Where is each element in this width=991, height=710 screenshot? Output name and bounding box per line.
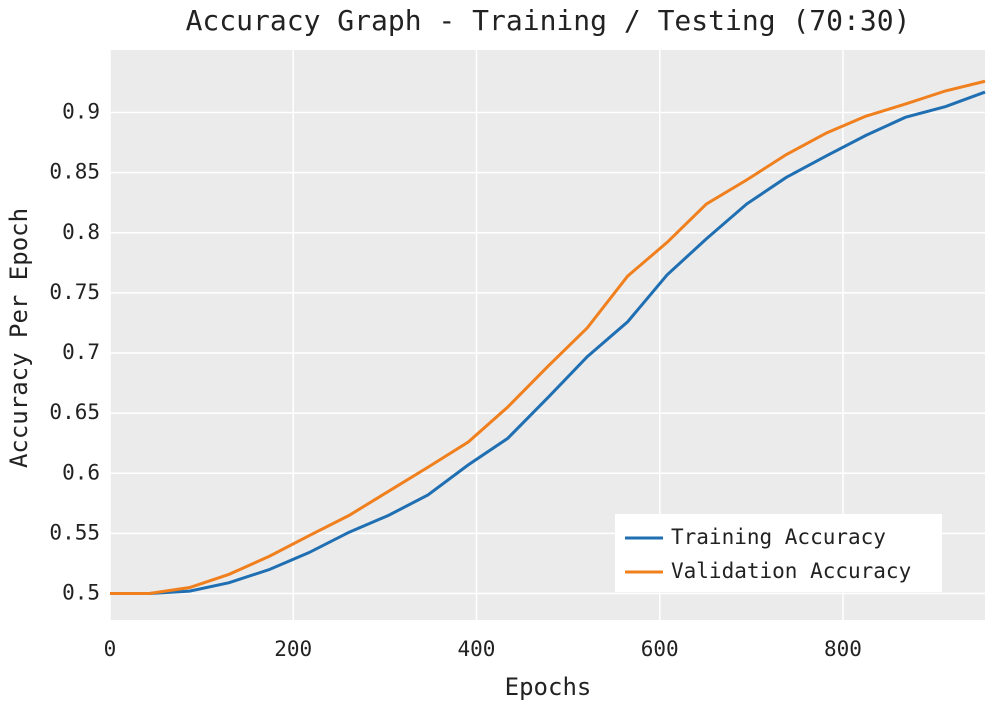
lines — [110, 79, 986, 596]
y-tick-label: 0.5 — [62, 581, 100, 605]
y-tick-label: 0.8 — [62, 220, 100, 244]
x-tick-label: 0 — [104, 637, 117, 661]
x-axis-label: Epochs — [505, 673, 592, 701]
y-axis-label: Accuracy Per Epoch — [5, 208, 33, 468]
x-tick-label: 200 — [274, 637, 312, 661]
y-tick-label: 0.7 — [62, 340, 100, 364]
series-line — [110, 79, 986, 596]
legend-label: Validation Accuracy — [671, 559, 911, 583]
legend-box — [615, 514, 942, 592]
legend-label: Training Accuracy — [671, 525, 886, 549]
series-line — [110, 90, 986, 596]
x-tick-label: 600 — [641, 637, 679, 661]
x-tick-label: 400 — [458, 637, 496, 661]
x-tick-label: 800 — [824, 637, 862, 661]
y-tick-label: 0.65 — [49, 400, 100, 424]
y-tick-label: 0.6 — [62, 460, 100, 484]
y-tick-label: 0.85 — [49, 160, 100, 184]
y-tick-label: 0.75 — [49, 280, 100, 304]
y-tick-label: 0.55 — [49, 520, 100, 544]
chart-title: Accuracy Graph - Training / Testing (70:… — [186, 4, 911, 37]
legend: Training Accuracy Validation Accuracy — [615, 514, 942, 592]
y-tick-label: 0.9 — [62, 100, 100, 124]
